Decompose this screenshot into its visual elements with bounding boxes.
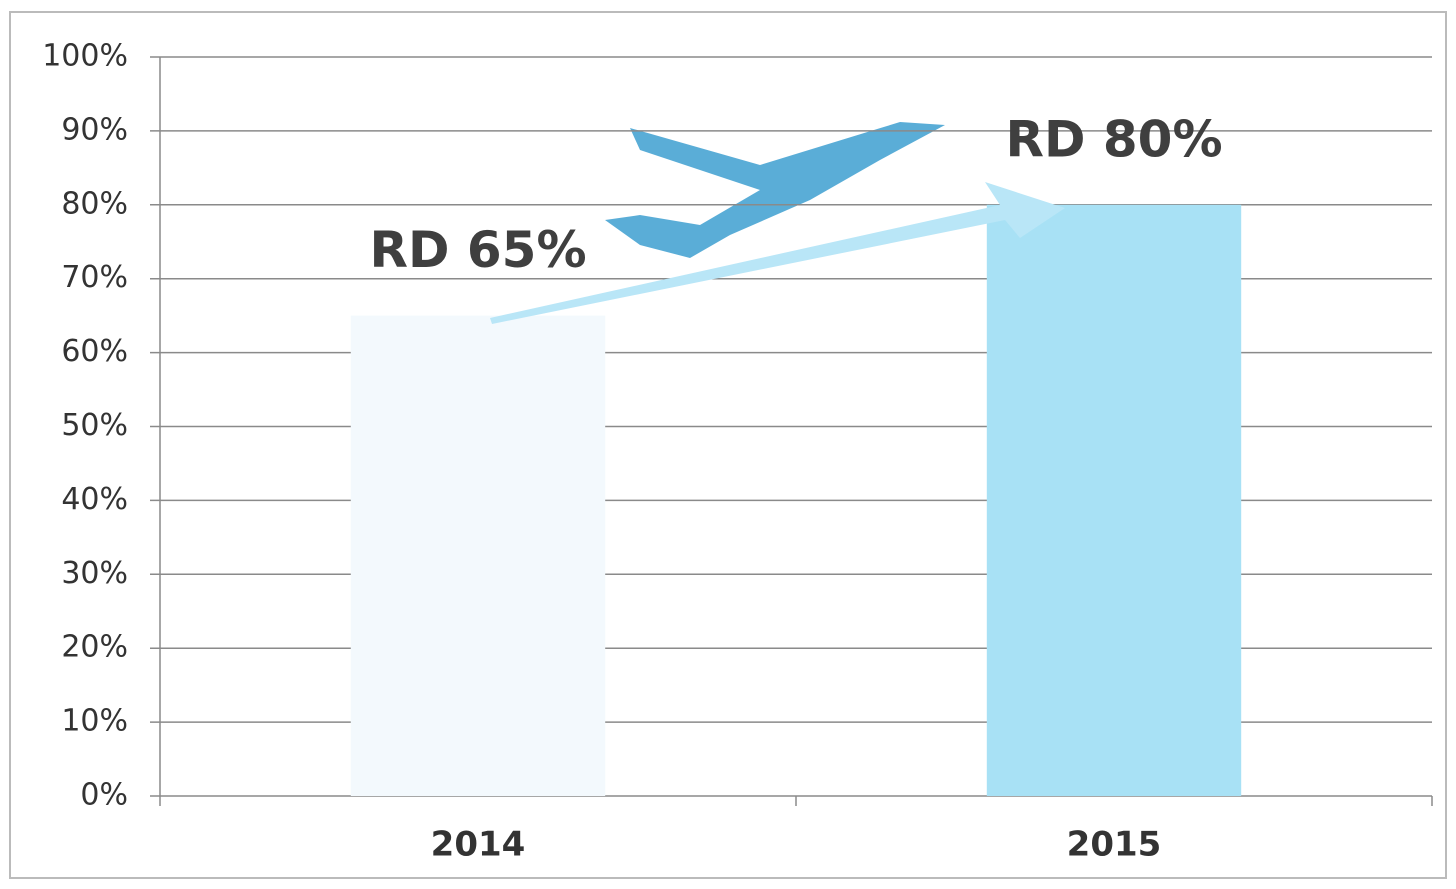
y-tick-label: 0% <box>80 778 128 813</box>
y-tick-label: 80% <box>61 186 128 221</box>
value-label: RD 80% <box>1005 110 1222 168</box>
y-tick-label: 40% <box>61 482 128 517</box>
x-tick-label: 2014 <box>431 825 526 865</box>
y-tick-label: 60% <box>61 334 128 369</box>
bar <box>350 315 606 796</box>
y-tick-label: 20% <box>61 630 128 665</box>
chart-frame <box>9 11 1447 879</box>
y-tick-label: 70% <box>61 260 128 295</box>
y-tick-label: 30% <box>61 556 128 591</box>
y-tick-label: 50% <box>61 408 128 443</box>
y-tick-label: 10% <box>61 704 128 739</box>
y-tick-label: 90% <box>61 112 128 147</box>
bar <box>986 204 1242 797</box>
plane-icon <box>605 122 945 258</box>
x-tick-label: 2015 <box>1067 825 1162 865</box>
value-label: RD 65% <box>369 221 586 279</box>
y-tick-label: 100% <box>42 39 128 74</box>
plane-shape <box>605 122 945 258</box>
trend-arrow <box>490 182 1065 324</box>
